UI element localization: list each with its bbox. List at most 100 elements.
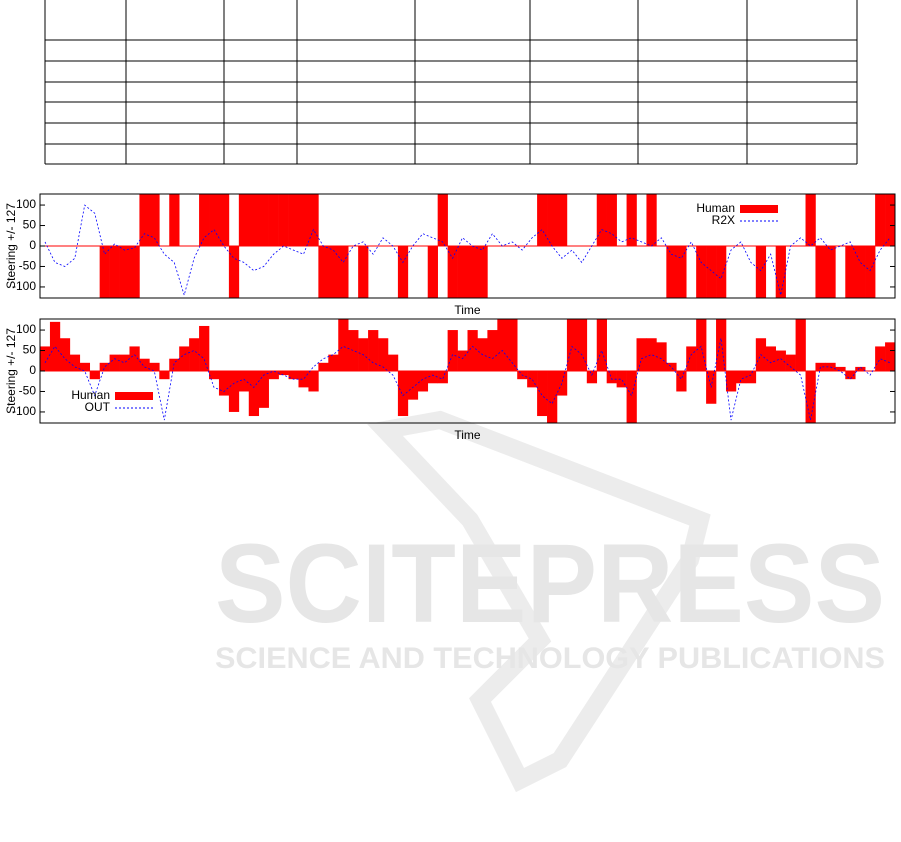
y-tick-label: 0 xyxy=(29,363,36,377)
human-bar xyxy=(706,246,717,298)
human-bar xyxy=(795,319,806,371)
human-bar xyxy=(40,346,51,371)
human-bar xyxy=(626,371,637,423)
human-bar xyxy=(338,246,349,298)
human-bar xyxy=(348,330,359,371)
human-bar xyxy=(209,194,220,246)
human-bar xyxy=(457,350,468,371)
human-bar xyxy=(606,194,617,246)
y-tick-label: -100 xyxy=(12,279,36,293)
human-bar xyxy=(338,319,349,371)
human-bar xyxy=(328,246,339,298)
human-bar xyxy=(179,346,190,371)
human-bar xyxy=(318,362,329,371)
human-bar xyxy=(427,246,438,298)
human-bar xyxy=(278,371,289,376)
human-bar xyxy=(288,371,299,380)
human-bar xyxy=(228,246,240,298)
human-bar xyxy=(775,246,786,298)
human-bar xyxy=(745,371,757,384)
human-bar xyxy=(586,371,598,384)
human-bar xyxy=(437,194,448,246)
human-bar xyxy=(537,194,548,246)
human-bar xyxy=(855,246,866,298)
human-bar xyxy=(387,354,399,371)
human-bar xyxy=(129,246,140,298)
human-bar xyxy=(676,246,687,298)
human-bar xyxy=(556,371,568,396)
human-bar xyxy=(616,371,627,388)
human-bar xyxy=(696,246,707,298)
human-bar xyxy=(477,246,488,298)
human-bar xyxy=(149,194,160,246)
human-bar xyxy=(218,194,230,246)
y-tick-label: -50 xyxy=(19,259,37,273)
human-bar xyxy=(855,366,866,371)
human-bar xyxy=(815,246,826,298)
human-bar xyxy=(547,194,558,246)
y-tick-label: 100 xyxy=(16,197,36,211)
human-bar xyxy=(785,354,796,371)
human-bar xyxy=(288,194,299,246)
human-bar xyxy=(716,319,727,371)
human-bar xyxy=(636,338,647,371)
human-bar xyxy=(169,194,180,246)
human-bar xyxy=(805,371,816,423)
y-tick-label: 50 xyxy=(23,343,37,357)
human-bar xyxy=(49,321,61,371)
human-bar xyxy=(596,194,607,246)
human-bar xyxy=(437,371,448,384)
human-bar xyxy=(845,371,856,380)
human-bar xyxy=(258,194,269,246)
legend-swatch xyxy=(115,392,153,400)
x-axis-label: Time xyxy=(454,303,481,317)
human-bar xyxy=(845,246,856,298)
human-bar xyxy=(825,246,836,298)
y-tick-label: 0 xyxy=(29,238,36,252)
human-bar xyxy=(199,194,210,246)
human-bar xyxy=(556,194,568,246)
human-bar xyxy=(805,194,816,246)
human-bar xyxy=(318,246,329,298)
x-axis-label: Time xyxy=(454,428,481,442)
human-bar xyxy=(716,246,727,298)
y-tick-label: -50 xyxy=(19,384,37,398)
human-bar xyxy=(765,346,776,371)
human-bar xyxy=(308,194,319,246)
human-bar xyxy=(129,346,140,371)
human-bar xyxy=(666,362,677,371)
human-bar xyxy=(258,371,269,408)
human-bar xyxy=(775,350,786,371)
human-bar xyxy=(686,346,697,371)
watermark-shape xyxy=(367,410,711,793)
human-bar xyxy=(427,371,438,384)
table xyxy=(44,0,858,165)
y-axis-label: Steering +/- 127 xyxy=(4,328,18,414)
human-bar xyxy=(209,371,220,380)
watermark: SCITEPRESS SCIENCE AND TECHNOLOGY PUBLIC… xyxy=(215,410,885,793)
human-bar xyxy=(99,362,110,371)
legend-label: Human xyxy=(696,201,735,215)
human-bar xyxy=(666,246,677,298)
legend-label: OUT xyxy=(85,400,111,414)
human-bar xyxy=(835,366,846,371)
y-tick-label: 50 xyxy=(23,218,37,232)
human-bar xyxy=(59,338,71,371)
human-bar xyxy=(328,354,339,371)
human-bar xyxy=(885,342,896,371)
human-bar xyxy=(467,330,478,371)
human-bar xyxy=(467,246,478,298)
y-tick-label: 100 xyxy=(16,322,36,336)
human-bar xyxy=(875,194,886,246)
legend-swatch xyxy=(740,205,778,213)
human-bar xyxy=(507,319,518,371)
human-bar xyxy=(149,362,160,371)
human-bar xyxy=(268,194,279,246)
human-bar xyxy=(487,330,498,371)
legend-label: Human xyxy=(71,388,110,402)
human-bar xyxy=(397,246,409,298)
human-bar xyxy=(308,371,319,392)
human-bar xyxy=(566,319,578,371)
